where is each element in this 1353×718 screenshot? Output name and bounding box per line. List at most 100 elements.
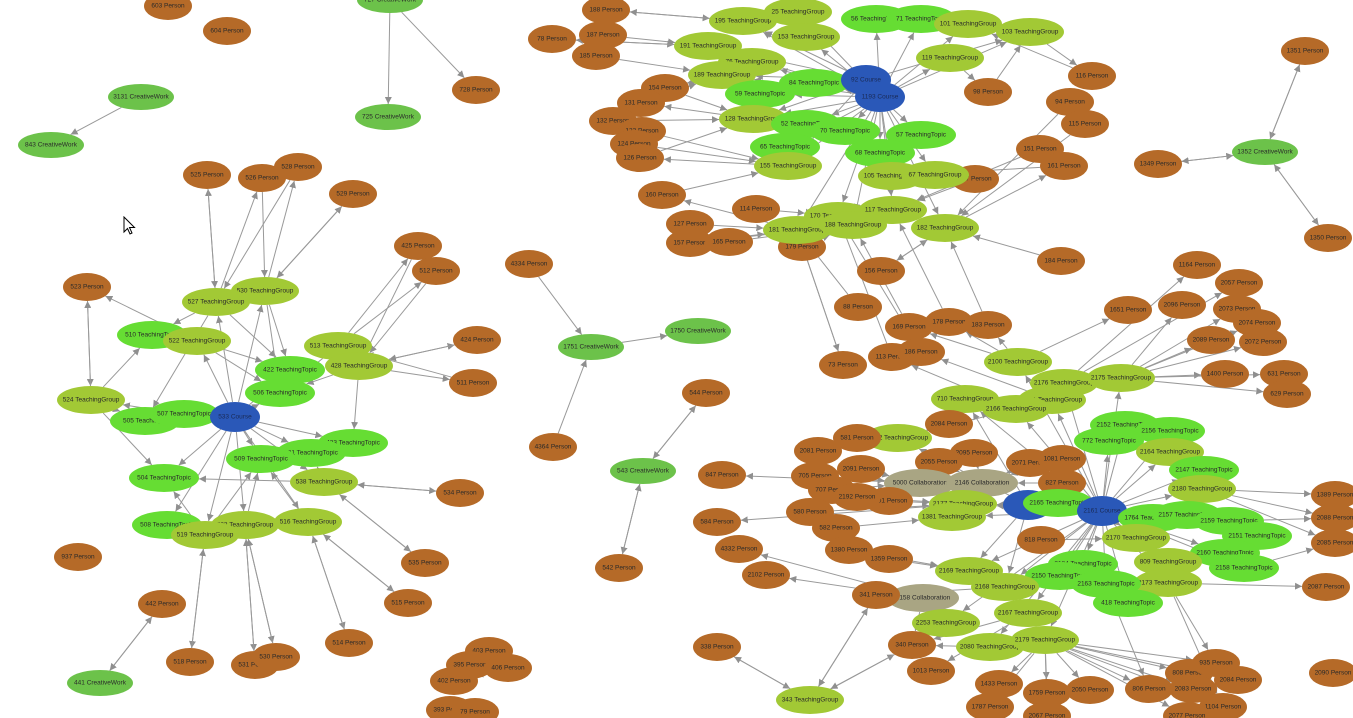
- node-shape[interactable]: [885, 313, 933, 341]
- node-shape[interactable]: [996, 18, 1064, 46]
- node-shape[interactable]: [776, 686, 844, 714]
- node-person[interactable]: 1104 Person: [1199, 693, 1247, 718]
- node-person[interactable]: 582 Person: [812, 514, 860, 542]
- node-shape[interactable]: [1239, 328, 1287, 356]
- node-shape[interactable]: [149, 400, 219, 428]
- node-person[interactable]: 402 Person: [430, 667, 478, 695]
- node-teachinggroup[interactable]: 2173 TeachingGroup: [1134, 569, 1202, 597]
- node-person[interactable]: 2089 Person: [1187, 326, 1235, 354]
- node-person[interactable]: 2192 Person: [833, 483, 881, 511]
- node-person[interactable]: 424 Person: [453, 326, 501, 354]
- node-person[interactable]: 525 Person: [183, 161, 231, 189]
- node-shape[interactable]: [1046, 88, 1094, 116]
- node-shape[interactable]: [357, 0, 423, 13]
- node-shape[interactable]: [852, 581, 900, 609]
- node-shape[interactable]: [238, 164, 286, 192]
- node-shape[interactable]: [764, 0, 832, 26]
- node-shape[interactable]: [1281, 37, 1329, 65]
- node-shape[interactable]: [1037, 247, 1085, 275]
- node-creativework[interactable]: 1352 CreativeWork: [1232, 139, 1298, 165]
- node-teachingtopic[interactable]: 59 TeachingTopic: [725, 80, 795, 108]
- node-shape[interactable]: [865, 545, 913, 573]
- node-person[interactable]: 1389 Person: [1311, 481, 1353, 509]
- node-shape[interactable]: [449, 369, 497, 397]
- node-teachinggroup[interactable]: 2080 TeachingGroup: [956, 633, 1024, 661]
- node-shape[interactable]: [484, 654, 532, 682]
- node-teachinggroup[interactable]: 181 TeachingGroup: [763, 216, 831, 244]
- node-person[interactable]: 514 Person: [325, 629, 373, 657]
- node-shape[interactable]: [57, 386, 125, 414]
- node-shape[interactable]: [912, 609, 980, 637]
- node-teachingtopic[interactable]: 509 TeachingTopic: [226, 445, 296, 473]
- node-shape[interactable]: [1040, 152, 1088, 180]
- node-person[interactable]: 98 Person: [964, 78, 1012, 106]
- node-shape[interactable]: [794, 437, 842, 465]
- node-shape[interactable]: [1263, 380, 1311, 408]
- node-shape[interactable]: [67, 670, 133, 696]
- node-person[interactable]: 161 Person: [1040, 152, 1088, 180]
- node-shape[interactable]: [401, 549, 449, 577]
- node-shape[interactable]: [688, 61, 756, 89]
- node-shape[interactable]: [329, 180, 377, 208]
- node-teachinggroup[interactable]: 527 TeachingGroup: [182, 288, 250, 316]
- node-shape[interactable]: [982, 395, 1050, 423]
- node-teachinggroup[interactable]: 128 TeachingGroup: [719, 105, 787, 133]
- node-person[interactable]: 2083 Person: [1169, 675, 1217, 703]
- node-person[interactable]: 1164 Person: [1173, 251, 1221, 279]
- node-person[interactable]: 937 Person: [54, 543, 102, 571]
- node-person[interactable]: 581 Person: [833, 424, 881, 452]
- node-shape[interactable]: [1214, 666, 1262, 694]
- node-person[interactable]: 515 Person: [384, 589, 432, 617]
- node-shape[interactable]: [394, 232, 442, 260]
- node-person[interactable]: 115 Person: [1061, 110, 1109, 138]
- node-teachinggroup[interactable]: 2175 TeachingGroup: [1087, 364, 1155, 392]
- node-person[interactable]: 529 Person: [329, 180, 377, 208]
- node-shape[interactable]: [915, 448, 963, 476]
- node-shape[interactable]: [742, 561, 790, 589]
- node-shape[interactable]: [857, 257, 905, 285]
- node-person[interactable]: 2084 Person: [925, 410, 973, 438]
- node-teachinggroup[interactable]: 809 TeachingGroup: [1134, 548, 1202, 576]
- node-person[interactable]: 2085 Person: [1311, 529, 1353, 557]
- node-person[interactable]: 2087 Person: [1302, 573, 1350, 601]
- node-shape[interactable]: [1023, 679, 1071, 707]
- node-person[interactable]: 442 Person: [138, 590, 186, 618]
- node-teachinggroup[interactable]: 710 TeachingGroup: [931, 385, 999, 413]
- node-shape[interactable]: [719, 105, 787, 133]
- node-teachinggroup[interactable]: 524 TeachingGroup: [57, 386, 125, 414]
- node-person[interactable]: 2072 Person: [1239, 328, 1287, 356]
- node-shape[interactable]: [1087, 364, 1155, 392]
- node-shape[interactable]: [934, 10, 1002, 38]
- node-person[interactable]: 4334 Person: [505, 250, 553, 278]
- node-shape[interactable]: [616, 144, 664, 172]
- node-shape[interactable]: [1061, 110, 1109, 138]
- node-shape[interactable]: [182, 288, 250, 316]
- node-shape[interactable]: [1169, 675, 1217, 703]
- node-teachinggroup[interactable]: 343 TeachingGroup: [776, 686, 844, 714]
- node-teachinggroup[interactable]: 2179 TeachingGroup: [1011, 626, 1079, 654]
- node-teachinggroup[interactable]: 25 TeachingGroup: [764, 0, 832, 26]
- node-shape[interactable]: [1215, 269, 1263, 297]
- node-shape[interactable]: [1102, 524, 1170, 552]
- node-creativework[interactable]: 543 CreativeWork: [610, 458, 676, 484]
- node-shape[interactable]: [1302, 573, 1350, 601]
- node-shape[interactable]: [572, 42, 620, 70]
- node-person[interactable]: 2055 Person: [915, 448, 963, 476]
- node-teachinggroup[interactable]: 195 TeachingGroup: [709, 7, 777, 35]
- node-shape[interactable]: [819, 211, 887, 239]
- node-shape[interactable]: [812, 514, 860, 542]
- node-shape[interactable]: [1104, 296, 1152, 324]
- node-shape[interactable]: [693, 508, 741, 536]
- node-person[interactable]: 2050 Person: [1066, 676, 1114, 704]
- node-teachinggroup[interactable]: 538 TeachingGroup: [290, 468, 358, 496]
- node-shape[interactable]: [1311, 504, 1353, 532]
- node-creativework[interactable]: 1750 CreativeWork: [665, 318, 731, 344]
- node-shape[interactable]: [226, 445, 296, 473]
- node-person[interactable]: 79 Person: [451, 698, 499, 718]
- node-teachinggroup[interactable]: 119 TeachingGroup: [916, 44, 984, 72]
- node-shape[interactable]: [698, 461, 746, 489]
- node-shape[interactable]: [732, 195, 780, 223]
- node-person[interactable]: 512 Person: [412, 257, 460, 285]
- node-shape[interactable]: [925, 410, 973, 438]
- node-person[interactable]: 1787 Person: [966, 693, 1014, 718]
